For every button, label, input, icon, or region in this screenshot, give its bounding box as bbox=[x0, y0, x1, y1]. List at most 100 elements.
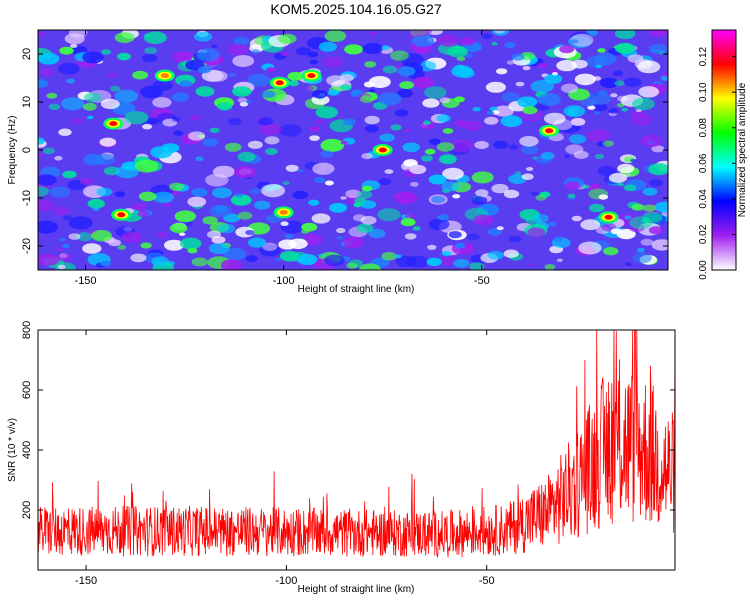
heatmap-cell bbox=[227, 43, 248, 56]
heatmap-cell bbox=[428, 174, 447, 185]
heatmap-x-ticks: -150 -100 -50 bbox=[75, 30, 490, 287]
heatmap-cell bbox=[397, 88, 413, 98]
heatmap-cell bbox=[642, 204, 657, 212]
heatmap-cell bbox=[594, 153, 605, 160]
heatmap-cell bbox=[508, 144, 519, 150]
heatmap-cell bbox=[553, 236, 564, 242]
heatmap-cell bbox=[621, 107, 629, 112]
heatmap-cell bbox=[309, 59, 318, 65]
heatmap-cell bbox=[612, 70, 624, 77]
heatmap-cell bbox=[636, 247, 646, 253]
heatmap-cell bbox=[228, 72, 237, 77]
heatmap-cell bbox=[464, 120, 483, 131]
heatmap-cell bbox=[169, 223, 188, 234]
heatmap-cell bbox=[91, 230, 112, 242]
heatmap-cell bbox=[536, 62, 548, 69]
heatmap-cell bbox=[651, 239, 668, 251]
heatmap-cell bbox=[117, 52, 131, 61]
heatmap-cell bbox=[409, 30, 432, 37]
heatmap-cell bbox=[578, 241, 602, 255]
heatmap-cell bbox=[38, 199, 54, 212]
heatmap-cell bbox=[424, 148, 436, 155]
heatmap-cell bbox=[364, 125, 379, 133]
heatmap-cell bbox=[610, 93, 618, 98]
heatmap-y-label: Frequency (Hz) bbox=[7, 116, 18, 185]
heatmap-cell bbox=[404, 213, 416, 220]
heatmap-cell bbox=[530, 80, 554, 93]
heatmap-cell bbox=[368, 31, 376, 36]
heatmap-cell bbox=[301, 229, 309, 234]
heatmap-cell bbox=[559, 45, 575, 54]
heatmap-cell bbox=[38, 79, 48, 88]
heatmap-cell bbox=[442, 167, 464, 180]
heatmap-cell bbox=[381, 45, 390, 50]
heatmap-cell bbox=[438, 154, 457, 165]
heatmap-cell bbox=[361, 185, 373, 192]
heatmap-cell bbox=[62, 243, 70, 249]
heatmap-cell bbox=[114, 89, 139, 103]
heatmap-cell bbox=[610, 228, 622, 235]
heatmap-cell bbox=[114, 32, 135, 43]
heatmap-cell bbox=[359, 95, 374, 104]
heatmap-cell bbox=[599, 77, 619, 88]
heatmap-cell bbox=[552, 72, 558, 76]
heatmap-cell bbox=[142, 123, 153, 130]
heatmap-cell bbox=[297, 169, 304, 173]
heatmap-cell bbox=[472, 106, 481, 112]
heatmap-cell bbox=[217, 102, 233, 111]
heatmap-peak bbox=[598, 211, 619, 224]
heatmap-cell bbox=[570, 117, 586, 126]
heatmap-cell bbox=[280, 221, 289, 226]
heatmap-cell bbox=[195, 86, 215, 97]
heatmap-cell bbox=[311, 213, 331, 224]
heatmap-cell bbox=[439, 97, 451, 104]
heatmap-cell bbox=[508, 235, 522, 243]
heatmap-cell bbox=[597, 165, 617, 177]
heatmap-cell bbox=[121, 231, 143, 243]
heatmap-cell bbox=[259, 123, 282, 136]
heatmap-cell bbox=[515, 81, 525, 87]
heatmap-cell bbox=[466, 233, 480, 241]
colorbar-tick-label: 0.02 bbox=[698, 224, 709, 244]
heatmap-cell bbox=[544, 264, 556, 270]
heatmap-cell bbox=[99, 137, 117, 147]
heatmap-cell bbox=[460, 37, 476, 46]
heatmap-cell bbox=[525, 167, 534, 171]
heatmap-cell bbox=[640, 238, 654, 246]
heatmap-cell bbox=[220, 259, 243, 270]
heatmap-peak bbox=[539, 124, 560, 137]
heatmap-cell bbox=[638, 86, 660, 98]
heatmap-cell bbox=[602, 140, 615, 147]
heatmap-cell bbox=[84, 92, 102, 103]
heatmap-cell bbox=[172, 117, 181, 122]
colorbar-ticks: 0.00 0.02 0.04 0.06 0.08 0.10 0.12 bbox=[698, 46, 736, 280]
heatmap-cell bbox=[532, 213, 549, 224]
heatmap-x-label: Height of straight line (km) bbox=[298, 284, 415, 295]
y-tick-label: 0 bbox=[21, 147, 33, 153]
heatmap-cell bbox=[38, 186, 49, 197]
heatmap-cell bbox=[94, 153, 116, 166]
heatmap-cell bbox=[117, 245, 127, 250]
heatmap-cell bbox=[399, 81, 415, 90]
heatmap-cell bbox=[519, 136, 539, 147]
heatmap-cell bbox=[339, 74, 354, 82]
heatmap-cell bbox=[484, 116, 499, 125]
heatmap-peak bbox=[269, 76, 290, 89]
heatmap-cell bbox=[336, 236, 344, 240]
heatmap-cell bbox=[100, 260, 112, 267]
heatmap-cell bbox=[624, 77, 642, 87]
heatmap-cell bbox=[282, 181, 290, 186]
heatmap-cell bbox=[137, 210, 150, 217]
heatmap-cell bbox=[68, 216, 93, 230]
heatmap-cell bbox=[228, 118, 242, 126]
heatmap-cell bbox=[163, 203, 170, 207]
y-tick-label: 800 bbox=[21, 321, 33, 339]
heatmap-cell bbox=[144, 31, 167, 44]
heatmap-cell bbox=[151, 256, 170, 267]
heatmap-cell bbox=[564, 154, 571, 159]
heatmap-cell bbox=[287, 71, 304, 81]
heatmap-cell bbox=[173, 130, 184, 136]
heatmap-cell bbox=[153, 191, 174, 203]
heatmap-cell bbox=[196, 48, 221, 62]
